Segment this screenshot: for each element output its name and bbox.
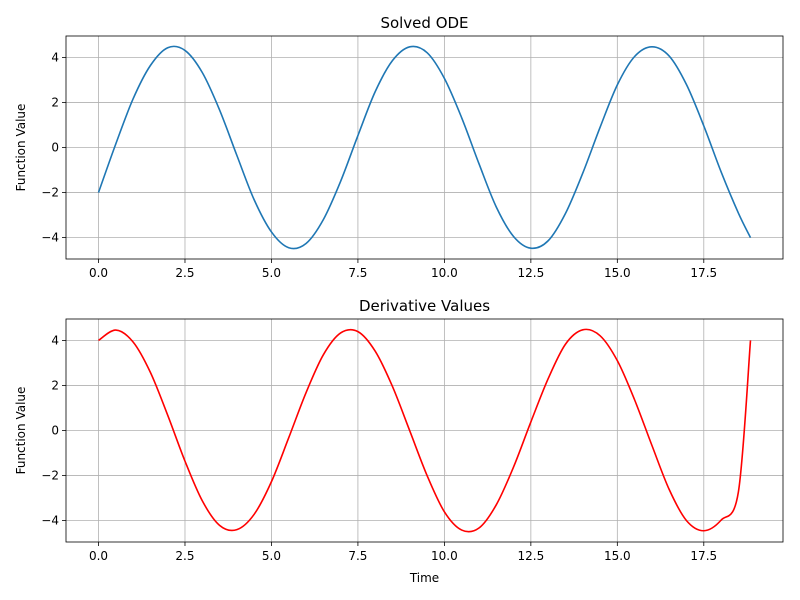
chart1-series-line [97,45,752,250]
chart2-x-tick-label: 10.0 [431,549,458,563]
chart1-x-tick-label: 17.5 [690,266,717,280]
chart2-y-tick-label: 0 [51,424,59,438]
chart2-x-tick-label: 17.5 [690,549,717,563]
chart1-x-tick-label: 0.0 [89,266,108,280]
chart1-x-tick-label: 2.5 [175,266,194,280]
chart2-x-axis-label: Time [409,571,439,585]
chart2-x-tick-label: 2.5 [175,549,194,563]
chart1-y-axis-label: Function Value [14,104,28,192]
chart2-y-axis-label: Function Value [14,387,28,475]
chart2-series-line [98,328,752,533]
chart1-y-tick-label: 4 [51,50,59,64]
chart2-x-tick-label: 0.0 [89,549,108,563]
chart2-y-tick-label: 4 [51,333,59,347]
chart1-y-tick-label: 2 [51,95,59,109]
chart1-title: Solved ODE [380,14,468,32]
chart2-y-tick-label: 2 [51,378,59,392]
chart2-title: Derivative Values [359,297,490,315]
chart1-y-tick-label: 0 [51,141,59,155]
chart2-y-tick-label: −2 [41,469,59,483]
chart2-y-tick-label: −4 [41,514,59,528]
chart1-x-tick-label: 12.5 [517,266,544,280]
chart2-x-tick-label: 7.5 [348,549,367,563]
chart1-x-tick-label: 10.0 [431,266,458,280]
chart1-x-tick-label: 7.5 [348,266,367,280]
chart2-x-tick-label: 5.0 [262,549,281,563]
chart1-x-tick-label: 5.0 [262,266,281,280]
chart1-x-tick-label: 15.0 [604,266,631,280]
chart1-y-tick-label: −4 [41,231,59,245]
chart2-x-tick-label: 12.5 [517,549,544,563]
chart2-x-tick-label: 15.0 [604,549,631,563]
chart1-y-tick-label: −2 [41,186,59,200]
